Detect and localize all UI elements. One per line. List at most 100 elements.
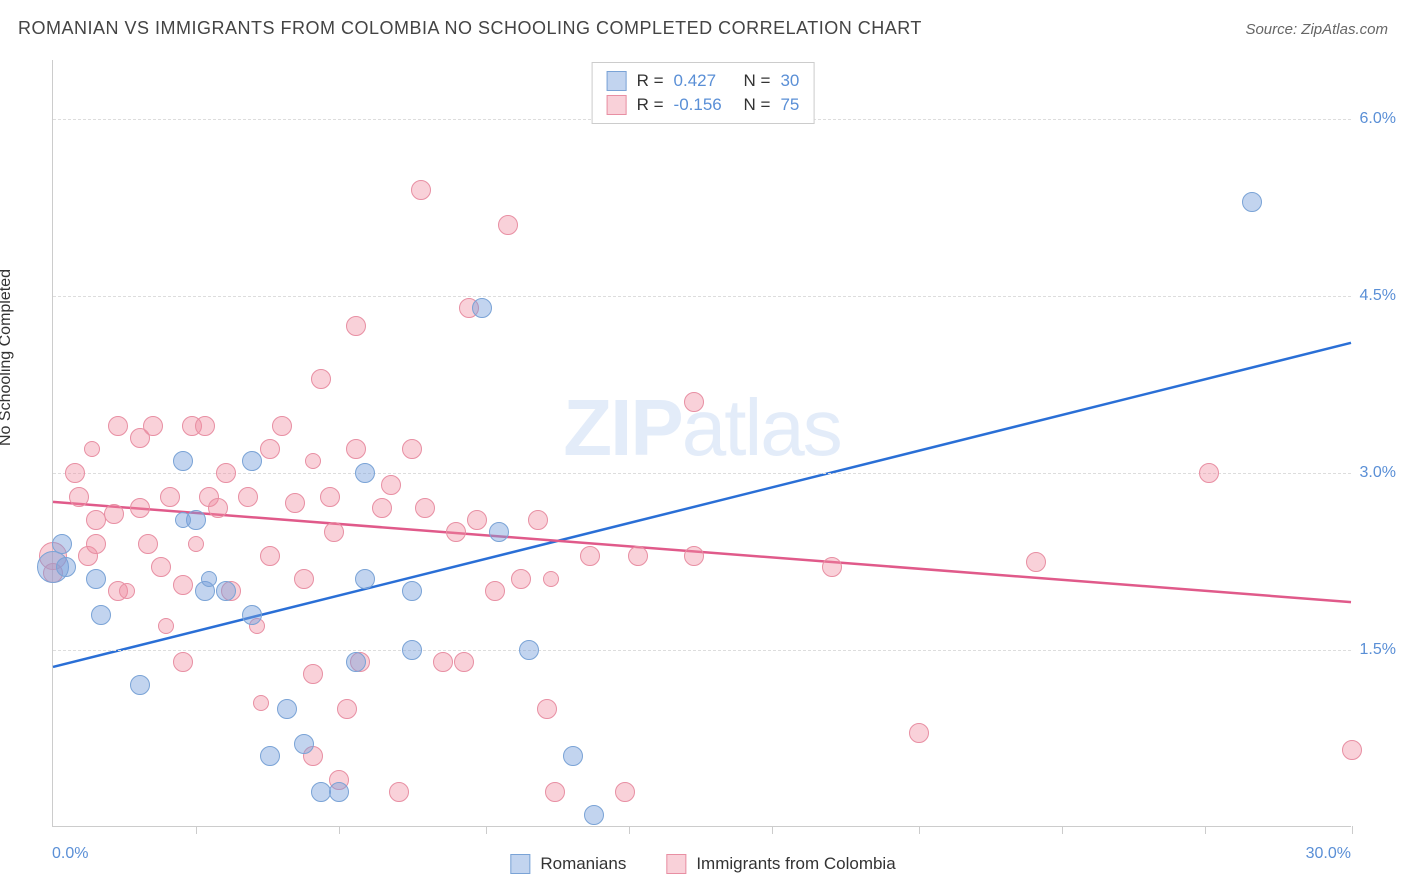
- y-tick-label: 3.0%: [1360, 464, 1396, 482]
- point-romanian: [173, 451, 193, 471]
- point-colombia: [65, 463, 85, 483]
- point-romanian: [402, 581, 422, 601]
- point-romanian: [91, 605, 111, 625]
- legend-n-value: 75: [780, 95, 799, 115]
- point-colombia: [86, 534, 106, 554]
- point-colombia: [158, 618, 174, 634]
- point-colombia: [119, 583, 135, 599]
- point-romanian: [86, 569, 106, 589]
- x-tick: [486, 826, 487, 834]
- point-colombia: [346, 439, 366, 459]
- point-colombia: [305, 453, 321, 469]
- point-colombia: [543, 571, 559, 587]
- plot-area: ZIPatlas: [52, 60, 1351, 827]
- point-colombia: [208, 498, 228, 518]
- trend-lines: [53, 60, 1351, 826]
- legend-swatch: [510, 854, 530, 874]
- chart-source: Source: ZipAtlas.com: [1245, 21, 1388, 38]
- point-romanian: [130, 675, 150, 695]
- point-romanian: [519, 640, 539, 660]
- legend-n-value: 30: [780, 71, 799, 91]
- point-romanian: [242, 451, 262, 471]
- point-colombia: [498, 215, 518, 235]
- x-tick: [196, 826, 197, 834]
- point-colombia: [138, 534, 158, 554]
- point-romanian: [563, 746, 583, 766]
- x-tick: [339, 826, 340, 834]
- point-colombia: [294, 569, 314, 589]
- point-romanian: [277, 699, 297, 719]
- point-colombia: [684, 546, 704, 566]
- legend-r-value: -0.156: [674, 95, 734, 115]
- point-colombia: [537, 699, 557, 719]
- point-colombia: [260, 546, 280, 566]
- legend-r-label: R =: [637, 71, 664, 91]
- legend-n-label: N =: [744, 95, 771, 115]
- y-tick-label: 1.5%: [1360, 641, 1396, 659]
- point-colombia: [411, 180, 431, 200]
- point-colombia: [151, 557, 171, 577]
- point-colombia: [433, 652, 453, 672]
- point-romanian: [294, 734, 314, 754]
- point-romanian: [1242, 192, 1262, 212]
- point-colombia: [69, 487, 89, 507]
- point-colombia: [311, 369, 331, 389]
- point-colombia: [320, 487, 340, 507]
- point-colombia: [415, 498, 435, 518]
- point-colombia: [195, 416, 215, 436]
- gridline: [53, 650, 1351, 651]
- point-colombia: [188, 536, 204, 552]
- point-romanian: [56, 557, 76, 577]
- point-colombia: [485, 581, 505, 601]
- point-colombia: [143, 416, 163, 436]
- x-tick: [1352, 826, 1353, 834]
- gridline: [53, 473, 1351, 474]
- point-colombia: [467, 510, 487, 530]
- x-tick: [772, 826, 773, 834]
- point-colombia: [684, 392, 704, 412]
- point-colombia: [628, 546, 648, 566]
- point-romanian: [346, 652, 366, 672]
- x-min-label: 0.0%: [52, 845, 88, 863]
- point-colombia: [253, 695, 269, 711]
- point-colombia: [303, 664, 323, 684]
- point-colombia: [104, 504, 124, 524]
- point-colombia: [346, 316, 366, 336]
- point-colombia: [160, 487, 180, 507]
- point-colombia: [216, 463, 236, 483]
- point-colombia: [130, 498, 150, 518]
- point-colombia: [372, 498, 392, 518]
- point-colombia: [173, 575, 193, 595]
- point-romanian: [216, 581, 236, 601]
- point-colombia: [272, 416, 292, 436]
- point-colombia: [389, 782, 409, 802]
- legend-n-label: N =: [744, 71, 771, 91]
- point-romanian: [402, 640, 422, 660]
- point-colombia: [337, 699, 357, 719]
- point-colombia: [381, 475, 401, 495]
- point-romanian: [201, 571, 217, 587]
- point-colombia: [446, 522, 466, 542]
- point-romanian: [260, 746, 280, 766]
- point-colombia: [1026, 552, 1046, 572]
- x-tick: [629, 826, 630, 834]
- point-colombia: [285, 493, 305, 513]
- x-tick: [1062, 826, 1063, 834]
- point-colombia: [324, 522, 344, 542]
- point-colombia: [84, 441, 100, 457]
- legend-swatch: [666, 854, 686, 874]
- point-romanian: [329, 782, 349, 802]
- x-tick: [1205, 826, 1206, 834]
- gridline: [53, 296, 1351, 297]
- legend-swatch: [607, 71, 627, 91]
- point-romanian: [472, 298, 492, 318]
- point-colombia: [511, 569, 531, 589]
- legend-row: R =-0.156N =75: [607, 93, 800, 117]
- point-colombia: [615, 782, 635, 802]
- point-romanian: [355, 569, 375, 589]
- y-tick-label: 6.0%: [1360, 110, 1396, 128]
- point-colombia: [260, 439, 280, 459]
- legend-swatch: [607, 95, 627, 115]
- legend-item: Romanians: [510, 854, 626, 874]
- point-colombia: [454, 652, 474, 672]
